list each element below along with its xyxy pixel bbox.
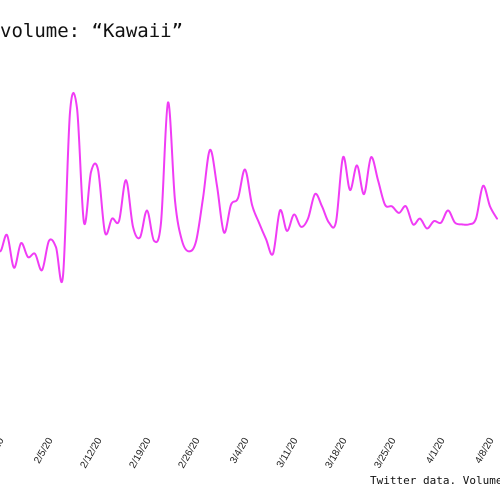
series-line-kawaii xyxy=(0,91,498,284)
x-tick-label: 3/18/20 xyxy=(323,436,349,471)
chart-footnote: Twitter data. Volume xyxy=(370,474,500,487)
x-tick-label: 4/8/20 xyxy=(473,436,497,466)
x-tick-label: 1/29/20 xyxy=(0,436,7,471)
x-tick-label: 2/19/20 xyxy=(127,436,153,471)
x-tick-label: 2/5/20 xyxy=(32,436,56,466)
x-tick-label: 3/4/20 xyxy=(228,436,252,466)
x-tick-label: 2/12/20 xyxy=(78,436,104,471)
x-tick-label: 4/1/20 xyxy=(424,436,448,466)
x-tick-label: 3/25/20 xyxy=(372,436,398,471)
chart-title: volume: “Kawaii” xyxy=(0,20,184,42)
x-tick-label: 3/11/20 xyxy=(275,436,301,470)
x-tick-label: 2/26/20 xyxy=(176,436,202,471)
x-axis-ticks: 1/29/20 2/5/20 2/12/20 2/19/20 2/26/20 3/4/20… xyxy=(0,436,497,471)
